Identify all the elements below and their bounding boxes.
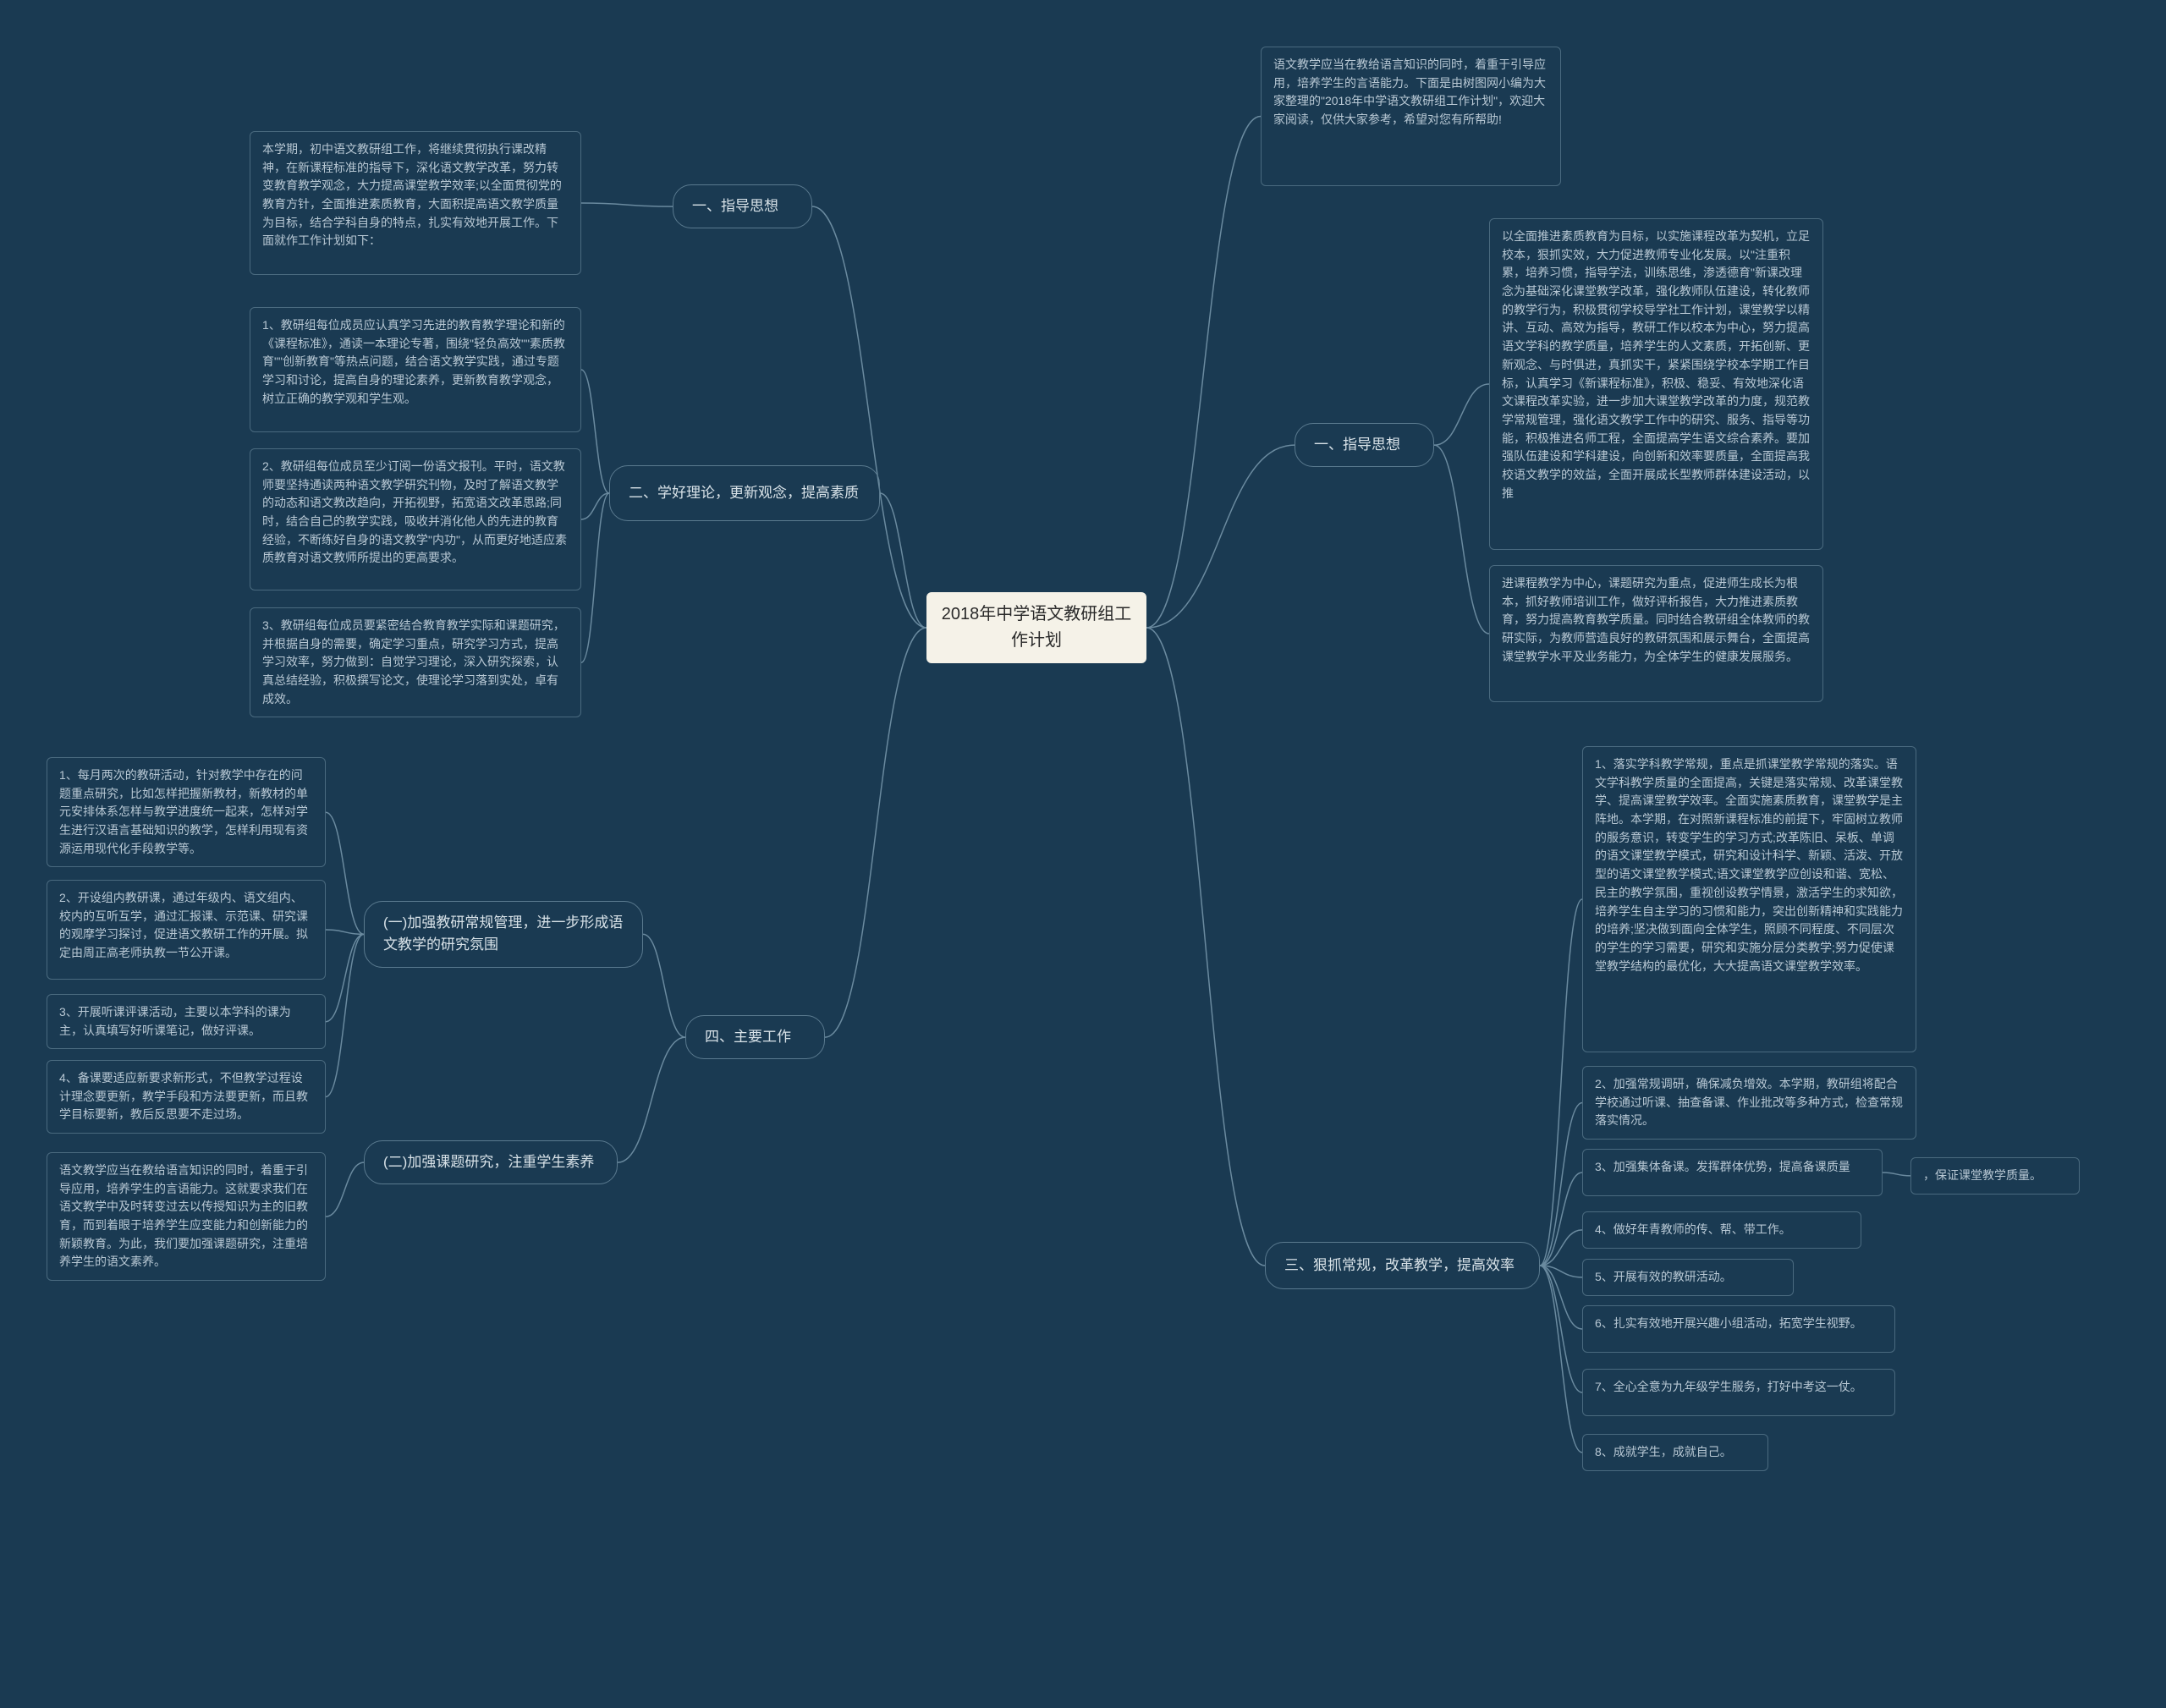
node-b3: 三、狠抓常规，改革教学，提高效率 [1265,1242,1540,1289]
node-b3_l3x: ，保证课堂教学质量。 [1910,1157,2080,1195]
node-b2: 二、学好理论，更新观念，提高素质 [609,465,880,521]
node-b4: 四、主要工作 [685,1015,825,1059]
node-b1a_l1: 本学期，初中语文教研组工作，将继续贯彻执行课改精神，在新课程标准的指导下，深化语… [250,131,581,275]
connector [326,934,364,1021]
node-b1a: 一、指导思想 [673,184,812,228]
connector [326,1162,364,1216]
connector [581,370,609,493]
connector [581,493,609,519]
node-intro: 语文教学应当在教给语言知识的同时，着重于引导应用，培养学生的言语能力。下面是由树… [1261,47,1561,186]
node-b3_l1: 1、落实学科教学常规，重点是抓课堂教学常规的落实。语文学科教学质量的全面提高，关… [1582,746,1916,1052]
node-b4_s1: (一)加强教研常规管理，进一步形成语文教学的研究氛围 [364,901,643,968]
connector [812,206,926,628]
mindmap-canvas: 2018年中学语文教研组工作计划语文教学应当在教给语言知识的同时，着重于引导应用… [0,0,2166,1708]
node-b3_l7: 7、全心全意为九年级学生服务，打好中考这一仗。 [1582,1369,1895,1416]
connector [581,203,673,206]
connector [1434,384,1489,445]
connector [643,934,685,1037]
node-b4_s2: (二)加强课题研究，注重学生素养 [364,1140,618,1184]
connector [1540,899,1582,1266]
node-b3_l2: 2、加强常规调研，确保减负增效。本学期，教研组将配合学校通过听课、抽查备课、作业… [1582,1066,1916,1140]
node-b3_l8: 8、成就学生，成就自己。 [1582,1434,1768,1471]
connector [1540,1266,1582,1392]
connector [618,1037,685,1162]
node-b4_s1_l4: 4、备课要适应新要求新形式，不但教学过程设计理念要更新，教学手段和方法要更新，而… [47,1060,326,1134]
node-b3_l5: 5、开展有效的教研活动。 [1582,1259,1794,1296]
connector [825,628,926,1037]
node-b3_l3: 3、加强集体备课。发挥群体优势，提高备课质量 [1582,1149,1883,1196]
node-b2_l1: 1、教研组每位成员应认真学习先进的教育教学理论和新的《课程标准》，通读一本理论专… [250,307,581,432]
node-b4_s1_l2: 2、开设组内教研课，通过年级内、语文组内、校内的互听互学，通过汇报课、示范课、研… [47,880,326,980]
connector [1883,1173,1910,1176]
node-b1b_l2: 进课程教学为中心，课题研究为重点，促进师生成长为根本，抓好教师培训工作，做好评析… [1489,565,1823,702]
connector [1540,1266,1582,1329]
node-b4_s1_l1: 1、每月两次的教研活动，针对教学中存在的问题重点研究，比如怎样把握新教材，新教材… [47,757,326,867]
connector [1434,445,1489,634]
node-b3_l6: 6、扎实有效地开展兴趣小组活动，拓宽学生视野。 [1582,1305,1895,1353]
connector [326,934,364,1096]
connector [880,493,926,628]
node-root: 2018年中学语文教研组工作计划 [926,592,1146,663]
node-b1b: 一、指导思想 [1295,423,1434,467]
connector [1146,445,1295,628]
node-b4_s1_l3: 3、开展听课评课活动，主要以本学科的课为主，认真填写好听课笔记，做好评课。 [47,994,326,1049]
node-b4_s2_l1: 语文教学应当在教给语言知识的同时，着重于引导应用，培养学生的言语能力。这就要求我… [47,1152,326,1281]
connector [1146,117,1261,629]
connector [1540,1103,1582,1266]
node-b1b_l1: 以全面推进素质教育为目标，以实施课程改革为契机，立足校本，狠抓实效，大力促进教师… [1489,218,1823,550]
node-b3_l4: 4、做好年青教师的传、帮、带工作。 [1582,1211,1861,1249]
node-b2_l2: 2、教研组每位成员至少订阅一份语文报刊。平时，语文教师要坚持通读两种语文教学研究… [250,448,581,590]
connector [326,812,364,934]
connector [1540,1266,1582,1453]
connector [1146,628,1265,1266]
node-b2_l3: 3、教研组每位成员要紧密结合教育教学实际和课题研究，并根据自身的需要，确定学习重… [250,607,581,717]
